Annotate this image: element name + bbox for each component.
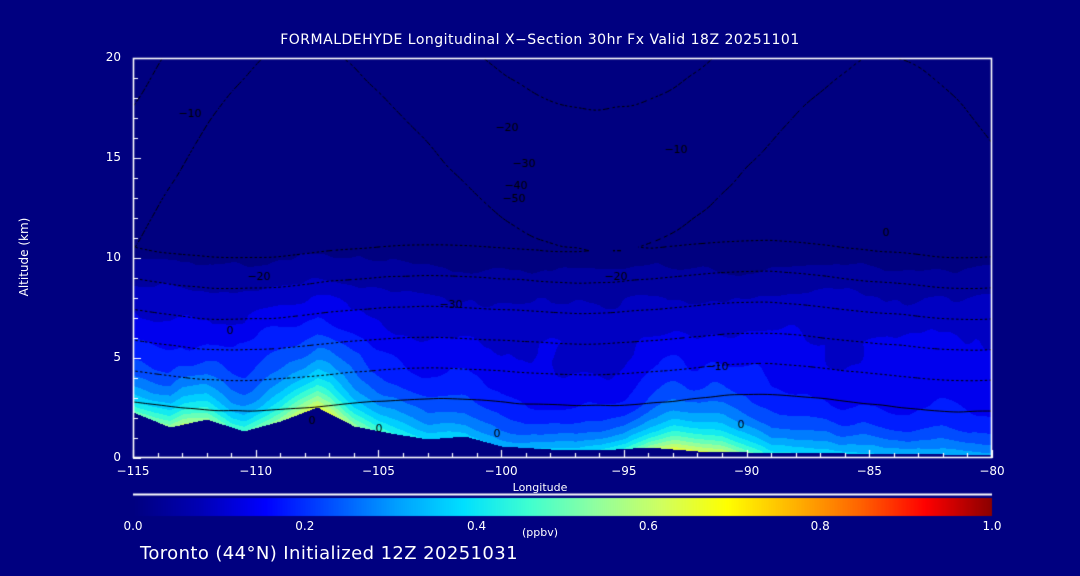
x-tick-label: −80 xyxy=(979,464,1005,478)
footer-caption: Toronto (44°N) Initialized 12Z 20251031 xyxy=(140,543,518,564)
x-axis-label: Longitude xyxy=(512,481,568,494)
chart-title: FORMALDEHYDE Longitudinal X−Section 30hr… xyxy=(280,32,800,48)
x-tick-label: −95 xyxy=(611,464,637,478)
colorbar-tick-label: 0.6 xyxy=(638,519,658,533)
y-tick-label: 10 xyxy=(105,250,121,264)
y-axis-label: Altitude (km) xyxy=(17,217,31,297)
colorbar-tick-label: 0.0 xyxy=(123,519,143,533)
y-tick-label: 0 xyxy=(113,450,121,464)
y-tick-label: 20 xyxy=(105,50,121,64)
colorbar-tick-label: 0.8 xyxy=(810,519,830,533)
x-tick-label: −110 xyxy=(239,464,273,478)
y-tick-label: 15 xyxy=(105,150,121,164)
x-tick-label: −115 xyxy=(116,464,150,478)
x-tick-label: −105 xyxy=(361,464,395,478)
y-tick-label: 5 xyxy=(113,350,121,364)
x-tick-label: −90 xyxy=(733,464,760,478)
x-tick-label: −85 xyxy=(856,464,882,478)
x-tick-label: −100 xyxy=(484,464,518,478)
colorbar-tick-label: 0.4 xyxy=(467,519,487,533)
colorbar-tick-label: 1.0 xyxy=(982,519,1002,533)
colorbar-units-label: (ppbv) xyxy=(521,526,559,539)
colorbar-tick-label: 0.2 xyxy=(295,519,315,533)
